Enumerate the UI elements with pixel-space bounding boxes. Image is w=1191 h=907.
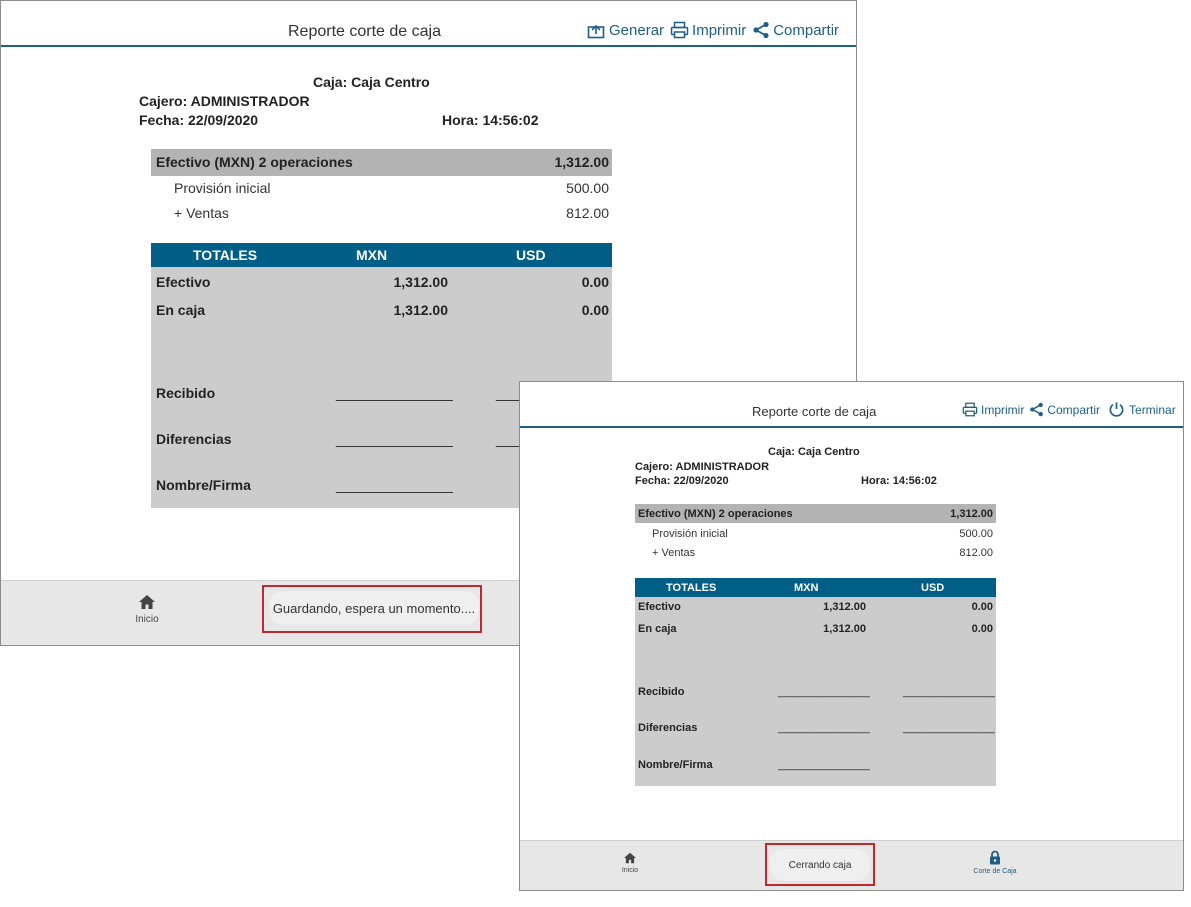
report-window-back: Reporte corte de caja Generar Imprimir xyxy=(0,0,857,646)
ventas-label: + Ventas xyxy=(652,547,696,559)
nav-inicio[interactable]: Inicio xyxy=(610,852,650,874)
app-header: Reporte corte de caja Generar Imprimir xyxy=(1,1,856,47)
recibido-mxn-line: _______________ xyxy=(336,385,453,401)
efectivo-header-label: Efectivo (MXN) 2 operaciones xyxy=(156,154,353,170)
firma-line: _______________ xyxy=(778,759,870,771)
totals-col-usd: USD xyxy=(921,582,945,594)
fecha-label: Fecha: 22/09/2020 xyxy=(139,112,259,128)
recibido-mxn-line: _______________ xyxy=(778,686,870,698)
share-label: Compartir xyxy=(773,21,840,39)
ventas-label: + Ventas xyxy=(174,205,229,221)
totals-encaja-label: En caja xyxy=(156,302,206,318)
totals-efectivo-label: Efectivo xyxy=(156,274,211,290)
recibido-label: Recibido xyxy=(156,385,216,401)
diferencias-usd-line: _______________ xyxy=(903,722,995,734)
totals-efectivo-usd: 0.00 xyxy=(971,601,993,613)
totals-col-label: TOTALES xyxy=(193,247,258,263)
terminate-label: Terminar xyxy=(1129,402,1176,417)
lock-icon xyxy=(990,850,1000,865)
nav-inicio[interactable]: Inicio xyxy=(121,594,173,625)
totals-encaja-usd: 0.00 xyxy=(971,623,993,635)
totals-col-label: TOTALES xyxy=(666,582,717,594)
provision-value: 500.00 xyxy=(959,528,993,540)
recibido-usd-line: _______________ xyxy=(903,686,995,698)
page-title: Reporte corte de caja xyxy=(288,23,441,40)
cajero-label: Cajero: ADMINISTRADOR xyxy=(635,461,770,473)
totals-header-row xyxy=(635,578,996,597)
diferencias-label: Diferencias xyxy=(156,431,232,447)
firma-label: Nombre/Firma xyxy=(638,759,713,771)
generate-icon xyxy=(587,24,605,39)
provision-label: Provisión inicial xyxy=(174,180,271,196)
header-actions: Imprimir Compartir Terminar xyxy=(962,401,1176,418)
hora-label: Hora: 14:56:02 xyxy=(442,112,539,128)
closing-toast: Cerrando caja xyxy=(770,849,870,881)
nav-inicio-label: Inicio xyxy=(621,867,639,874)
provision-value: 500.00 xyxy=(566,180,609,196)
generate-button[interactable]: Generar xyxy=(587,21,664,39)
efectivo-total-value: 1,312.00 xyxy=(554,154,610,170)
totals-encaja-mxn: 1,312.00 xyxy=(393,302,449,318)
header-actions: Generar Imprimir Compartir xyxy=(587,21,839,39)
ventas-value: 812.00 xyxy=(959,547,993,559)
printer-icon xyxy=(670,21,689,39)
totals-efectivo-mxn: 1,312.00 xyxy=(393,274,449,290)
totals-efectivo-mxn: 1,312.00 xyxy=(823,601,866,613)
efectivo-summary-bar xyxy=(151,149,612,176)
printer-icon xyxy=(962,402,978,417)
nav-inicio-label: Inicio xyxy=(135,614,159,625)
share-button[interactable]: Compartir xyxy=(752,21,839,39)
print-button[interactable]: Imprimir xyxy=(670,21,746,39)
diferencias-mxn-line: _______________ xyxy=(778,722,870,734)
caja-label: Caja: Caja Centro xyxy=(768,446,860,458)
efectivo-summary-bar xyxy=(635,504,996,523)
power-icon xyxy=(1109,402,1124,417)
diferencias-mxn-line: _______________ xyxy=(336,431,453,447)
efectivo-header-label: Efectivo (MXN) 2 operaciones xyxy=(638,508,793,520)
totals-encaja-mxn: 1,312.00 xyxy=(823,623,866,635)
recibido-label: Recibido xyxy=(638,686,685,698)
hora-label: Hora: 14:56:02 xyxy=(861,475,937,487)
nav-corte-label: Corte de Caja xyxy=(973,868,1017,875)
totals-efectivo-label: Efectivo xyxy=(638,601,681,613)
totals-efectivo-usd: 0.00 xyxy=(581,274,609,290)
app-header: Reporte corte de caja Imprimir Compartir xyxy=(520,382,1183,428)
page-title: Reporte corte de caja xyxy=(752,404,877,419)
fecha-label: Fecha: 22/09/2020 xyxy=(635,475,729,487)
print-label: Imprimir xyxy=(981,402,1025,417)
totals-table-body xyxy=(635,597,996,786)
generate-label: Generar xyxy=(609,21,665,39)
efectivo-total-value: 1,312.00 xyxy=(950,508,993,520)
saving-toast: Guardando, espera un momento.... xyxy=(269,591,479,625)
home-icon xyxy=(624,852,636,864)
caja-label: Caja: Caja Centro xyxy=(313,74,430,90)
share-icon xyxy=(753,21,769,39)
totals-col-mxn: MXN xyxy=(356,247,388,263)
totals-col-usd: USD xyxy=(516,247,546,263)
totals-encaja-usd: 0.00 xyxy=(581,302,609,318)
highlight-box-saving xyxy=(262,585,482,633)
firma-line: _______________ xyxy=(336,477,453,493)
diferencias-label: Diferencias xyxy=(638,722,698,734)
cajero-label: Cajero: ADMINISTRADOR xyxy=(139,93,310,109)
report-window-front: Reporte corte de caja Imprimir Compartir xyxy=(519,381,1184,891)
totals-encaja-label: En caja xyxy=(638,623,677,635)
provision-label: Provisión inicial xyxy=(652,528,728,540)
share-label: Compartir xyxy=(1047,402,1101,417)
ventas-value: 812.00 xyxy=(566,205,609,221)
bottom-nav: Inicio Cerrando caja Corte de Caja xyxy=(520,840,1183,890)
print-label: Imprimir xyxy=(692,21,747,39)
totals-col-mxn: MXN xyxy=(794,582,819,594)
firma-label: Nombre/Firma xyxy=(156,477,251,493)
nav-corte-de-caja[interactable]: Corte de Caja xyxy=(965,850,1025,875)
terminate-button[interactable]: Terminar xyxy=(1108,401,1176,418)
share-button[interactable]: Compartir xyxy=(1029,402,1100,417)
highlight-box-closing xyxy=(765,843,875,886)
home-icon xyxy=(139,595,155,609)
totals-header-row xyxy=(151,243,612,267)
share-icon xyxy=(1030,402,1044,417)
print-button[interactable]: Imprimir xyxy=(962,402,1024,417)
